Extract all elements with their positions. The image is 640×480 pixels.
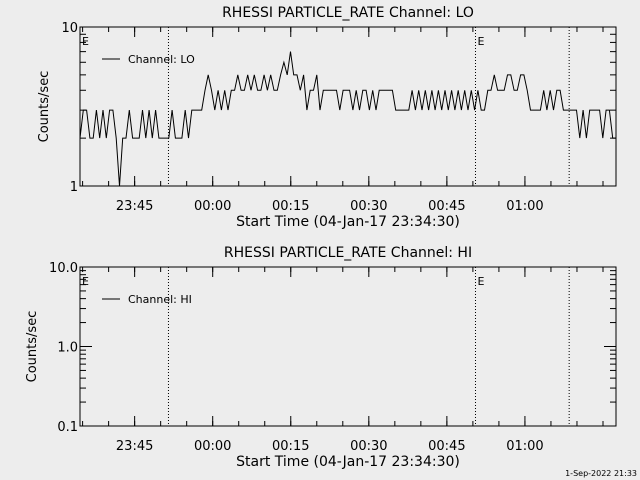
time-marker-label: E — [477, 275, 484, 288]
y-tick-label: 0.1 — [57, 420, 78, 435]
x-tick-label: 23:45 — [116, 439, 153, 454]
legend-label: Channel: LO — [128, 53, 195, 66]
x-tick-label: 00:00 — [194, 439, 231, 454]
x-tick-label: 01:00 — [506, 199, 543, 214]
plot-frame — [79, 266, 617, 427]
x-tick-label: 00:00 — [194, 199, 231, 214]
panel-hi: RHESSI PARTICLE_RATE Channel: HI 0.1 1.0 10… — [25, 245, 617, 470]
y-tick-label: 1.0 — [57, 341, 78, 356]
chart-title: RHESSI PARTICLE_RATE Channel: HI — [224, 245, 472, 261]
y-axis-label: Counts/sec — [37, 71, 52, 143]
x-tick-label: 23:45 — [116, 199, 153, 214]
x-axis-label: Start Time (04-Jan-17 23:34:30) — [236, 454, 460, 470]
time-marker-label: E — [477, 35, 484, 48]
x-tick-label: 00:45 — [428, 199, 465, 214]
plot-frame — [79, 26, 617, 187]
x-tick-label: 00:30 — [350, 199, 387, 214]
y-axis-label: Counts/sec — [25, 311, 40, 383]
panel-lo: RHESSI PARTICLE_RATE Channel: LO 1 10 23:45… — [37, 5, 617, 230]
x-tick-label: 00:45 — [428, 439, 465, 454]
footer-timestamp: 1-Sep-2022 21:33 — [565, 469, 637, 478]
edge-label: E — [82, 35, 89, 48]
y-tick-label: 10 — [61, 21, 78, 36]
legend-label: Channel: HI — [128, 293, 192, 306]
y-tick-label: 1 — [70, 180, 78, 195]
series-line-0 — [79, 51, 616, 187]
x-tick-label: 00:15 — [272, 439, 309, 454]
x-tick-label: 01:00 — [506, 439, 543, 454]
x-tick-label: 00:15 — [272, 199, 309, 214]
y-tick-label: 10.0 — [49, 261, 78, 276]
edge-label: E — [82, 275, 89, 288]
x-axis-label: Start Time (04-Jan-17 23:34:30) — [236, 214, 460, 230]
x-tick-label: 00:30 — [350, 439, 387, 454]
chart-title: RHESSI PARTICLE_RATE Channel: LO — [222, 5, 474, 21]
